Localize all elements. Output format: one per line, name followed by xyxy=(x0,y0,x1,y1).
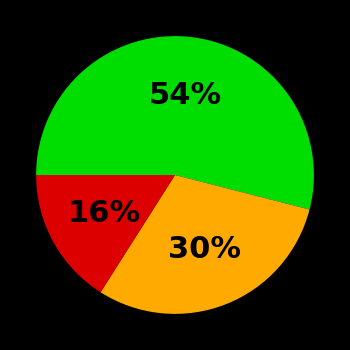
Text: 16%: 16% xyxy=(68,199,141,228)
Wedge shape xyxy=(36,175,175,292)
Wedge shape xyxy=(100,175,309,314)
Text: 30%: 30% xyxy=(168,236,241,264)
Text: 54%: 54% xyxy=(148,80,222,110)
Wedge shape xyxy=(36,36,314,210)
